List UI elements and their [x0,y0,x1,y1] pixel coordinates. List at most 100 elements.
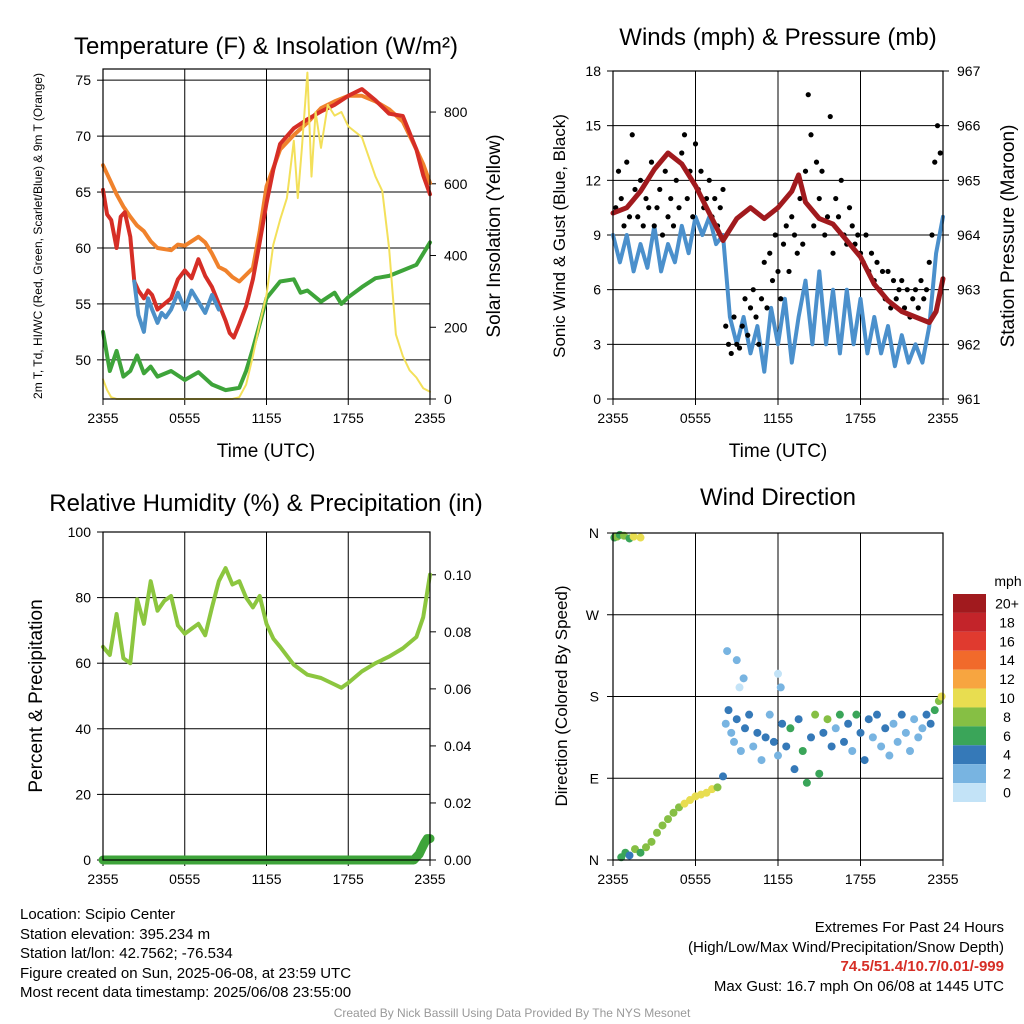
direction-point [906,747,914,755]
humidity-line [101,566,432,690]
plot-frame [612,532,944,861]
gust-point [786,268,792,275]
direction-point [864,715,873,724]
y2-tick-label: 962 [957,336,981,352]
gust-point [794,250,800,256]
gust-point [753,314,759,320]
x-tick-label: 1755 [845,410,876,426]
colorbar-label: 6 [1003,728,1011,744]
y2-tick-label: 0.00 [444,852,471,868]
location-text: Location: Scipio Center [20,906,176,923]
gust-point [725,341,732,347]
direction-point [831,724,840,733]
y2-tick-label: 0.08 [444,624,471,640]
direction-point [868,733,877,742]
y-tick-label: 15 [585,118,601,134]
gust-point [668,195,674,202]
y-tick-label: 9 [593,227,601,243]
gust-point [742,296,748,302]
colorbar-label: 4 [1003,747,1011,763]
gust-point [811,223,817,229]
extremes-title: Extremes For Past 24 Hours [814,919,1004,936]
gust-point [926,259,932,265]
y2-axis-label: Station Pressure (Maroon) [998,125,1019,348]
gust-point [819,168,825,174]
gust-point [896,287,902,293]
y2-tick-label: 965 [957,172,981,188]
y2-tick-label: 963 [957,282,981,298]
direction-point [835,710,844,719]
x-tick-label: 2355 [87,871,118,887]
created-text: Figure created on Sun, 2025-06-08, at 23… [20,964,352,982]
direction-point [736,747,745,755]
direction-point [713,783,722,792]
gust-point [863,232,869,238]
gust-point [758,296,765,302]
gust-point [835,214,842,220]
gust-point [646,205,652,211]
gust-point [937,150,943,156]
gust-point [868,250,875,256]
colorbar-label: 20+ [995,595,1019,611]
y-tick-label: 0 [593,391,601,407]
gust-point [816,195,822,202]
gust-point [643,195,649,202]
direction-point [636,533,645,542]
gust-point [789,214,795,220]
y-tick-label: 60 [75,655,91,671]
extremes-info: Extremes For Past 24 Hours (High/Low/Max… [688,918,1004,996]
gust-point [632,186,638,193]
direction-point [669,808,678,817]
station-info: Location: Scipio Center Station elevatio… [20,905,351,1003]
y2-tick-label: 961 [957,391,981,407]
gust-point [698,168,704,174]
gust-point [739,323,745,329]
y-axis-label: Direction (Colored By Speed) [552,585,571,806]
x-tick-label: 1155 [763,871,793,887]
gust-point [827,113,833,120]
gust-point [728,350,734,357]
gust-point [618,195,624,202]
plot-frame [612,70,944,400]
direction-point [897,710,906,719]
x-tick-label: 0555 [680,410,711,426]
gust-point [659,232,666,238]
y2-tick-label: 0.04 [444,738,471,754]
y-tick-label: 18 [585,63,601,79]
chart-title: Wind Direction [700,484,856,511]
gust-point [932,159,938,165]
direction-point [774,669,782,678]
y-tick-label: 3 [593,336,601,352]
x-tick-label: 2355 [414,871,445,887]
direction-point [910,715,919,724]
direction-point [926,719,935,728]
gust-point [648,159,655,165]
y2-tick-label: 966 [957,118,981,134]
direction-point [782,742,791,751]
colorbar-label: 18 [999,614,1015,630]
direction-point [629,532,638,541]
gust-point [756,341,762,347]
elevation-text: Station elevation: 395.234 m [20,925,211,943]
y2-tick-label: 964 [957,227,981,243]
pressure-line [610,150,946,325]
colorbar-label: 0 [1003,785,1011,801]
extremes-subtitle: (High/Low/Max Wind/Precipitation/Snow De… [688,938,1004,956]
direction-point [877,742,886,751]
direction-point [636,848,645,857]
colorbar-swatch [953,669,986,689]
gust-point [824,214,831,220]
colorbar-swatch [953,650,986,670]
direction-point [798,747,807,755]
x-tick-label: 2355 [927,410,958,426]
direction-point [794,715,803,724]
x-tick-label: 1155 [251,410,281,426]
gust-point [797,195,803,202]
y-tick-label: 55 [75,296,91,312]
direction-point [873,710,881,719]
direction-point [769,737,778,746]
colorbar-label: 10 [999,690,1015,706]
direction-point [786,724,795,733]
x-tick-label: 2355 [597,410,628,426]
series-line-blue [132,279,221,334]
